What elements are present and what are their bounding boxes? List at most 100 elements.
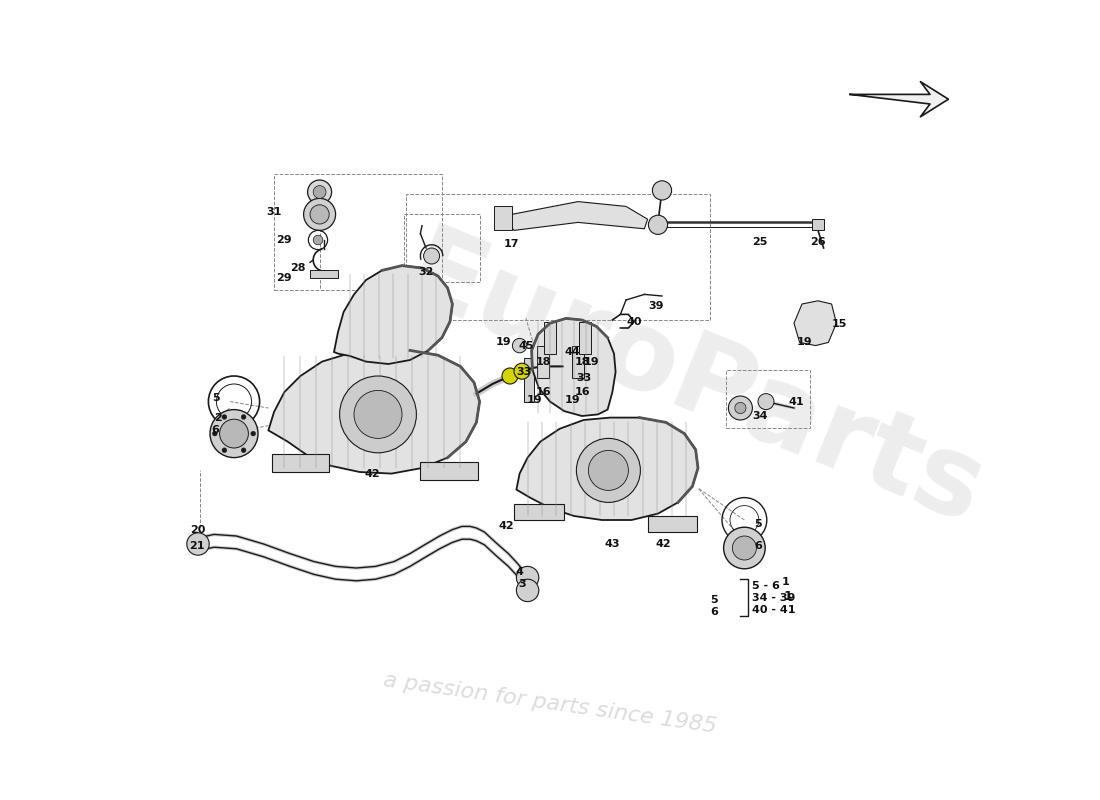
Text: 1: 1 [782, 578, 790, 587]
Polygon shape [850, 82, 948, 117]
Circle shape [308, 180, 331, 204]
Polygon shape [794, 301, 836, 346]
Circle shape [652, 181, 672, 200]
Circle shape [516, 566, 539, 589]
Circle shape [187, 533, 209, 555]
Text: 34 - 39: 34 - 39 [751, 593, 795, 602]
Polygon shape [531, 318, 616, 416]
Text: 15: 15 [832, 319, 847, 329]
Bar [405, 214, 481, 282]
Circle shape [758, 394, 774, 410]
Text: 34: 34 [752, 411, 768, 421]
Circle shape [222, 448, 227, 453]
Circle shape [212, 431, 217, 436]
Circle shape [514, 363, 530, 379]
Circle shape [513, 338, 527, 353]
Bar [406, 194, 710, 320]
Circle shape [314, 235, 322, 245]
Text: 6: 6 [211, 426, 220, 435]
Text: 19: 19 [796, 338, 812, 347]
Circle shape [733, 536, 757, 560]
Bar [274, 174, 442, 290]
Circle shape [735, 402, 746, 414]
Text: 1: 1 [783, 590, 792, 602]
Text: 18: 18 [574, 357, 590, 366]
Bar [525, 358, 533, 402]
Text: 33: 33 [576, 373, 591, 382]
Bar [272, 454, 329, 472]
Text: 2: 2 [214, 413, 222, 422]
Text: 6: 6 [755, 541, 762, 550]
Circle shape [241, 448, 246, 453]
Circle shape [354, 390, 402, 438]
Text: 3: 3 [518, 579, 526, 589]
Bar [579, 322, 591, 354]
Text: 20: 20 [190, 525, 206, 534]
Bar [420, 462, 478, 480]
Bar [564, 344, 575, 358]
Bar [648, 516, 697, 532]
Text: 16: 16 [536, 387, 551, 397]
Text: 21: 21 [189, 541, 205, 550]
Circle shape [728, 396, 752, 420]
Text: 19: 19 [496, 338, 512, 347]
Circle shape [724, 527, 766, 569]
Text: a passion for parts since 1985: a passion for parts since 1985 [382, 670, 718, 738]
Text: 17: 17 [504, 239, 519, 249]
Bar [572, 346, 584, 378]
Text: 39: 39 [648, 301, 663, 310]
Text: 43: 43 [605, 539, 620, 549]
Circle shape [314, 186, 326, 198]
Circle shape [424, 248, 440, 264]
Text: 42: 42 [364, 469, 381, 478]
Circle shape [648, 215, 668, 234]
Text: 29: 29 [276, 235, 293, 245]
Bar [494, 206, 512, 230]
Polygon shape [516, 418, 698, 520]
Text: 33: 33 [517, 367, 532, 377]
Bar [572, 358, 582, 402]
Circle shape [304, 198, 336, 230]
Text: 19: 19 [526, 395, 542, 405]
Circle shape [241, 414, 246, 419]
Circle shape [502, 368, 518, 384]
Text: 31: 31 [266, 207, 282, 217]
Text: 44: 44 [564, 347, 581, 357]
Text: 5 - 6: 5 - 6 [751, 581, 780, 590]
Polygon shape [334, 266, 452, 364]
Text: 29: 29 [276, 274, 293, 283]
Circle shape [516, 579, 539, 602]
Text: 6: 6 [711, 607, 718, 617]
Text: 4: 4 [516, 567, 524, 577]
Text: 32: 32 [418, 267, 433, 277]
Text: 5: 5 [212, 394, 219, 403]
Text: 18: 18 [536, 357, 551, 366]
Text: 42: 42 [498, 522, 514, 531]
Text: 40: 40 [626, 317, 641, 326]
Polygon shape [268, 350, 480, 474]
Text: 41: 41 [789, 397, 804, 406]
Text: 26: 26 [811, 237, 826, 246]
Text: 19: 19 [584, 357, 600, 366]
Circle shape [210, 410, 258, 458]
Circle shape [310, 205, 329, 224]
Circle shape [340, 376, 417, 453]
Text: 28: 28 [290, 263, 306, 273]
Circle shape [576, 438, 640, 502]
Bar [537, 346, 549, 378]
Text: 5: 5 [755, 519, 762, 529]
Text: 16: 16 [574, 387, 590, 397]
Bar [514, 504, 563, 520]
Polygon shape [508, 202, 648, 230]
Circle shape [220, 419, 249, 448]
Bar [726, 370, 810, 428]
Circle shape [222, 414, 227, 419]
Bar [543, 322, 556, 354]
Circle shape [588, 450, 628, 490]
Text: 5: 5 [711, 595, 718, 605]
Bar [310, 270, 338, 278]
Text: EuroParts: EuroParts [389, 219, 999, 549]
Text: 45: 45 [518, 341, 534, 350]
Bar [813, 219, 824, 230]
Text: 40 - 41: 40 - 41 [751, 605, 795, 614]
